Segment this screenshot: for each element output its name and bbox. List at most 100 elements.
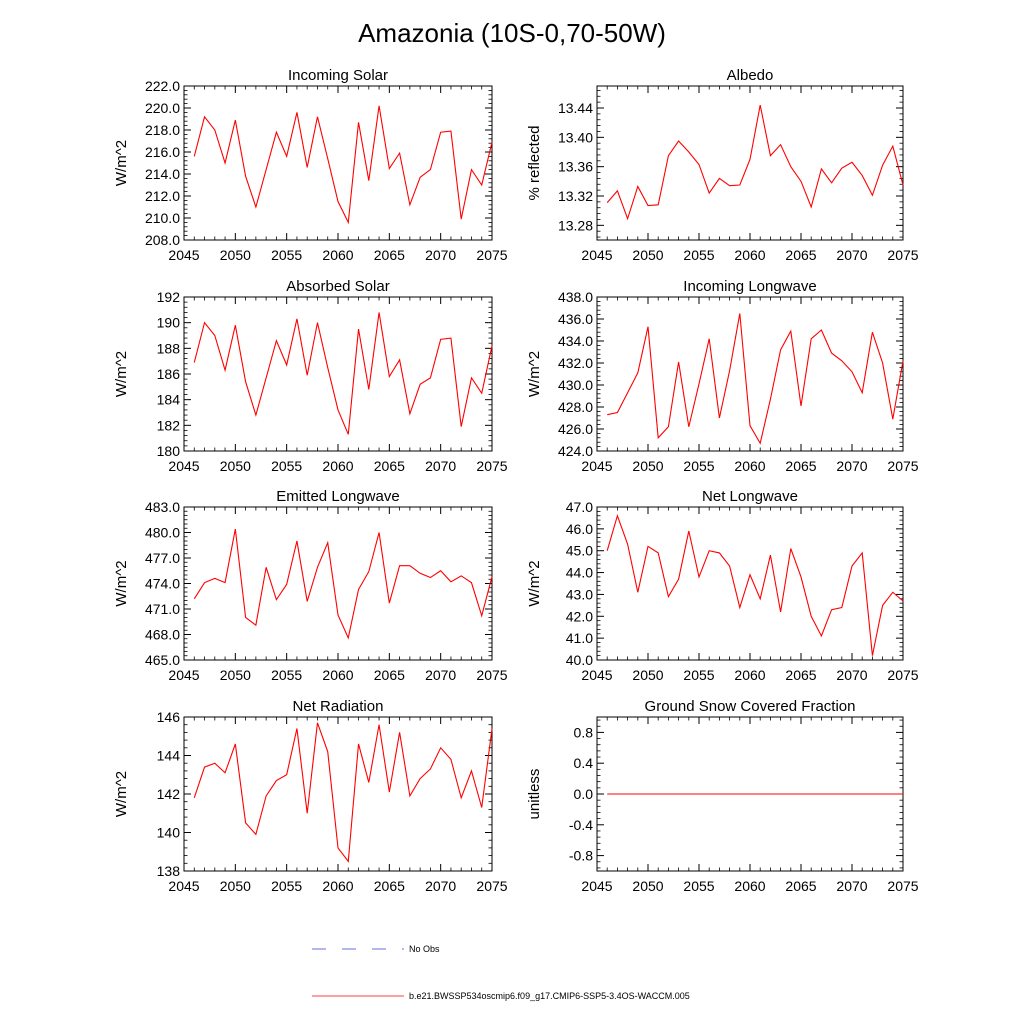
y-tick-label-13_4: 13.40 xyxy=(558,129,593,145)
y-tick-label-42: 42.0 xyxy=(566,608,593,624)
y-axis-label: W/m^2 xyxy=(113,140,130,186)
plot-frame xyxy=(596,85,904,241)
panel-ground-snow: Ground Snow Covered Fraction unitless 2045… xyxy=(526,698,919,894)
x-tick-label-2070: 2070 xyxy=(836,247,867,263)
x-tick-label-2045: 2045 xyxy=(581,667,612,683)
x-tick-label-2050: 2050 xyxy=(632,247,663,263)
x-tick-label-2045: 2045 xyxy=(581,247,612,263)
x-tick-label-2055: 2055 xyxy=(683,878,714,894)
y-tick-label-480: 480.0 xyxy=(145,525,180,541)
y-tick-label-47: 47.0 xyxy=(566,499,593,515)
x-tick-label-2060: 2060 xyxy=(734,878,765,894)
y-axis-label: W/m^2 xyxy=(113,560,130,606)
x-tick-label-2045: 2045 xyxy=(581,878,612,894)
x-tick-label-2065: 2065 xyxy=(374,458,405,474)
panel-albedo: Albedo % reflected 2045 2050 2055 2060 2065 207… xyxy=(526,67,919,263)
x-tick-label-2070: 2070 xyxy=(425,247,456,263)
x-tick-label-2070: 2070 xyxy=(836,667,867,683)
y-tick-label-44: 44.0 xyxy=(566,565,593,581)
x-tick-label-2060: 2060 xyxy=(734,667,765,683)
x-tick-label-2050: 2050 xyxy=(632,878,663,894)
plot-frame xyxy=(183,296,493,452)
x-tick-label-2070: 2070 xyxy=(425,667,456,683)
y-tick-label-192: 192 xyxy=(157,289,181,305)
y-axis-label: % reflected xyxy=(526,125,543,200)
x-tick-label-2075: 2075 xyxy=(887,878,918,894)
y-axis-label: unitless xyxy=(526,769,543,820)
y-tick-label-424: 424.0 xyxy=(558,443,593,459)
x-tick-label-2055: 2055 xyxy=(683,458,714,474)
y-tick-label-40: 40.0 xyxy=(566,652,593,668)
y-tick-label-184: 184 xyxy=(157,392,181,408)
panel-title: Net Radiation xyxy=(293,698,384,715)
x-tick-label-2050: 2050 xyxy=(220,667,251,683)
series-line-net-radiation xyxy=(193,722,493,863)
x-tick-label-2055: 2055 xyxy=(683,247,714,263)
x-tick-label-2065: 2065 xyxy=(785,247,816,263)
y-tick-label-477: 477.0 xyxy=(145,550,180,566)
y-tick-label-436: 436.0 xyxy=(558,311,593,327)
y-tick-label-43: 43.0 xyxy=(566,586,593,602)
x-tick-label-2065: 2065 xyxy=(374,878,405,894)
panel-incoming-solar: Incoming Solar W/m^2 2045 2050 2055 2060 2065 2… xyxy=(113,67,508,263)
y-tick-label-430: 430.0 xyxy=(558,377,593,393)
y-tick-label-208: 208.0 xyxy=(145,232,180,248)
series-line-absorbed-solar xyxy=(193,312,493,435)
y-tick-label-426: 426.0 xyxy=(558,421,593,437)
panel-absorbed-solar: Absorbed Solar W/m^2 2045 2050 2055 2060 2065 2… xyxy=(113,278,508,474)
plot-frame xyxy=(596,296,904,452)
x-tick-label-2045: 2045 xyxy=(168,247,199,263)
y-tick-label-468: 468.0 xyxy=(145,627,180,643)
x-tick-label-2070: 2070 xyxy=(836,458,867,474)
y-tick-label-220: 220.0 xyxy=(145,100,180,116)
y-tick-label-182: 182 xyxy=(157,417,181,433)
x-tick-label-2070: 2070 xyxy=(425,878,456,894)
y-tick-label-214: 214.0 xyxy=(145,166,180,182)
x-tick-label-2045: 2045 xyxy=(581,458,612,474)
y-axis-label: W/m^2 xyxy=(526,351,543,397)
x-tick-label-2070: 2070 xyxy=(425,458,456,474)
y-tick-label-0_8: 0.8 xyxy=(574,724,594,740)
y-tick-label-434: 434.0 xyxy=(558,333,593,349)
y-tick-label-216: 216.0 xyxy=(145,144,180,160)
y-tick-label-438: 438.0 xyxy=(558,289,593,305)
x-tick-label-2075: 2075 xyxy=(476,247,507,263)
y-tick-label-186: 186 xyxy=(157,366,181,382)
y-tick-label-188: 188 xyxy=(157,340,181,356)
x-tick-label-2065: 2065 xyxy=(785,878,816,894)
y-tick-label-190: 190 xyxy=(157,315,181,331)
y-tick-label-45: 45.0 xyxy=(566,543,593,559)
x-tick-label-2045: 2045 xyxy=(168,458,199,474)
y-tick-label-46: 46.0 xyxy=(566,521,593,537)
y-axis-label: W/m^2 xyxy=(526,560,543,606)
x-tick-label-2060: 2060 xyxy=(734,458,765,474)
y-tick-label-140: 140 xyxy=(157,825,181,841)
y-tick-label-0: 0.0 xyxy=(574,786,594,802)
y-tick-label-474: 474.0 xyxy=(145,576,180,592)
y-tick-label-13_28: 13.28 xyxy=(558,217,593,233)
x-tick-label-2055: 2055 xyxy=(271,247,302,263)
panel-title: Incoming Solar xyxy=(288,67,388,84)
x-tick-label-2060: 2060 xyxy=(322,878,353,894)
y-tick-label-138: 138 xyxy=(157,863,181,879)
x-tick-label-2060: 2060 xyxy=(322,667,353,683)
y-tick-label-465: 465.0 xyxy=(145,652,180,668)
y-tick-label-13_32: 13.32 xyxy=(558,188,593,204)
x-tick-label-2065: 2065 xyxy=(785,458,816,474)
series-line-incoming-longwave xyxy=(607,313,904,445)
x-tick-label-2060: 2060 xyxy=(322,458,353,474)
y-tick-label-218: 218.0 xyxy=(145,122,180,138)
panel-net-radiation: Net Radiation W/m^2 2045 2050 2055 2060 2065 20… xyxy=(113,698,508,894)
y-tick-label-13_44: 13.44 xyxy=(558,100,593,116)
x-tick-label-2065: 2065 xyxy=(785,667,816,683)
panel-title: Emitted Longwave xyxy=(276,488,399,505)
series-line-incoming-solar xyxy=(193,105,493,225)
y-tick-label-222: 222.0 xyxy=(145,78,180,94)
x-tick-label-2050: 2050 xyxy=(220,247,251,263)
series-line-emitted-longwave xyxy=(193,528,493,640)
x-tick-label-2055: 2055 xyxy=(271,458,302,474)
y-tick-label-m0_4: -0.4 xyxy=(569,817,593,833)
y-tick-label-180: 180 xyxy=(157,443,181,459)
panel-net-longwave: Net Longwave W/m^2 2045 2050 2055 2060 2065 207… xyxy=(526,488,919,683)
